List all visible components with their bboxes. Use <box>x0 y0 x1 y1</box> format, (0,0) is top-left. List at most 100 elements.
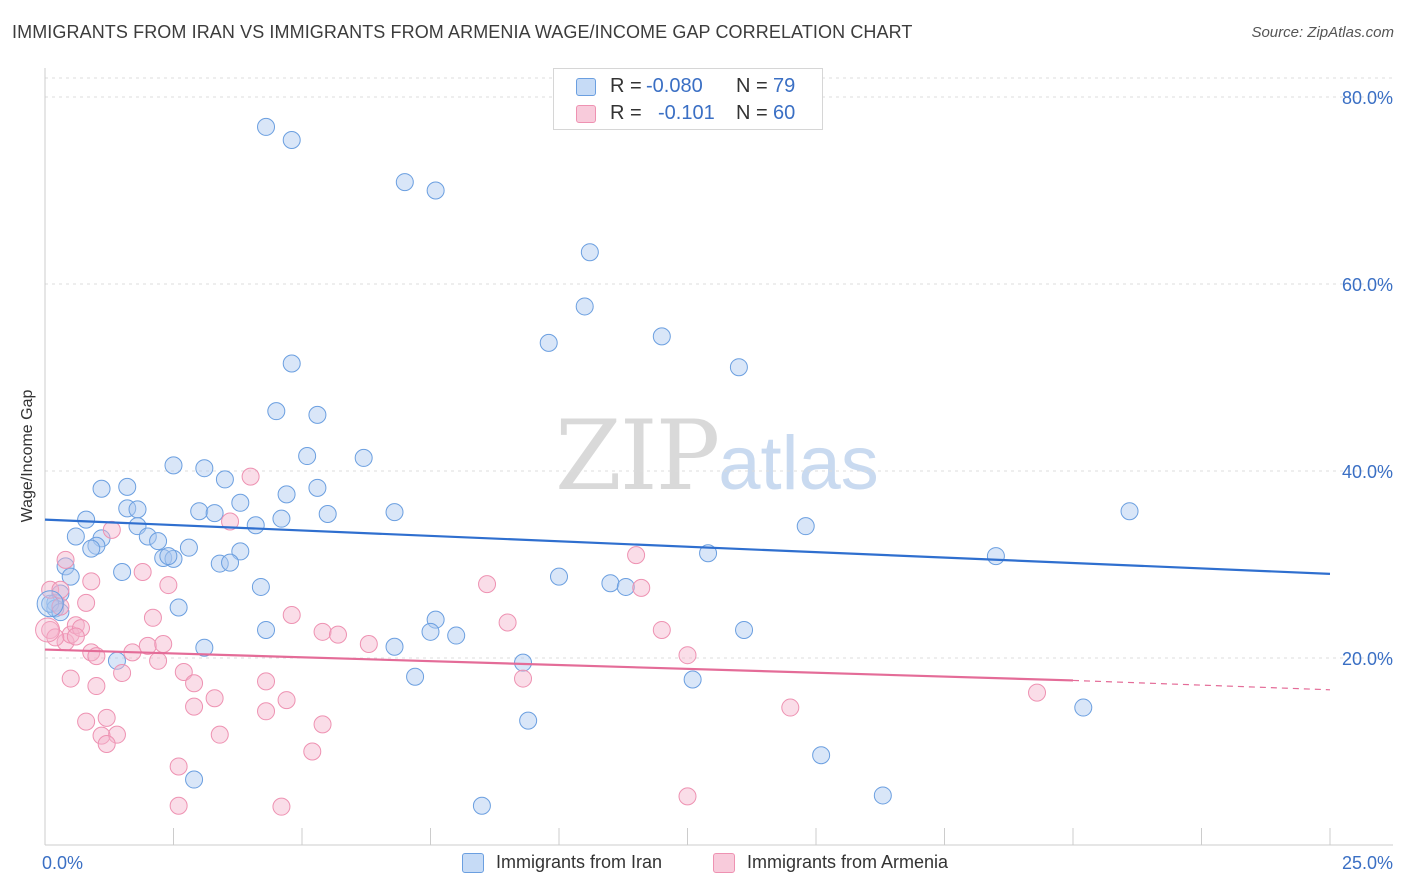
data-point-armenia <box>169 796 188 815</box>
data-point-armenia <box>66 627 85 646</box>
data-point-iran <box>385 503 404 522</box>
data-point-iran <box>699 544 718 563</box>
data-point-iran <box>221 553 240 572</box>
n-value: 79 <box>773 75 796 97</box>
data-point-iran <box>519 711 538 730</box>
data-point-iran <box>282 354 301 373</box>
data-point-armenia <box>149 651 168 670</box>
data-point-iran <box>1074 698 1093 717</box>
data-point-armenia <box>359 634 378 653</box>
y-tick-label: 80.0% <box>1342 88 1393 108</box>
data-point-armenia <box>272 797 291 816</box>
data-point-iran <box>195 459 214 478</box>
data-point-iran <box>735 620 754 639</box>
data-point-iran <box>128 500 147 519</box>
data-point-iran <box>539 333 558 352</box>
data-point-iran <box>1120 502 1139 521</box>
data-point-armenia <box>107 725 126 744</box>
data-point-armenia <box>97 708 116 727</box>
data-point-armenia <box>277 691 296 710</box>
data-point-iran <box>575 297 594 316</box>
data-point-iran <box>231 542 250 561</box>
data-point-armenia <box>678 646 697 665</box>
data-point-iran <box>205 504 224 523</box>
data-point-armenia <box>282 605 301 624</box>
data-point-iran <box>82 539 101 558</box>
n-label: N = <box>736 75 768 97</box>
data-point-iran <box>56 557 75 576</box>
data-point-iran <box>652 327 671 346</box>
data-point-iran <box>447 626 466 645</box>
data-point-armenia <box>678 787 697 806</box>
data-point-iran <box>550 567 568 586</box>
data-point-iran <box>251 577 270 596</box>
data-point-armenia <box>652 620 671 639</box>
data-point-armenia <box>138 636 157 655</box>
data-point-iran <box>580 243 599 262</box>
series-legend: Immigrants from Iran Immigrants from Arm… <box>0 851 1406 877</box>
data-point-iran <box>185 770 204 789</box>
data-point-iran <box>92 479 111 498</box>
data-point-iran <box>729 358 748 377</box>
n-value: 60 <box>773 102 796 124</box>
data-point-iran <box>257 620 276 639</box>
data-point-armenia <box>185 697 204 716</box>
data-point-iran <box>118 477 137 496</box>
data-point-iran <box>308 405 327 424</box>
data-point-armenia <box>478 575 497 594</box>
data-point-iran <box>426 610 445 629</box>
data-point-armenia <box>1028 683 1047 702</box>
y-tick-label: 20.0% <box>1342 649 1393 669</box>
data-point-armenia <box>210 725 229 744</box>
data-point-armenia <box>303 742 322 761</box>
data-point-iran <box>796 517 815 536</box>
data-point-iran <box>267 402 286 421</box>
data-point-iran <box>61 567 80 586</box>
data-point-armenia <box>41 580 60 599</box>
data-point-iran <box>231 493 250 512</box>
data-point-iran <box>87 536 106 555</box>
data-point-armenia <box>51 597 70 616</box>
data-point-iran <box>277 485 296 504</box>
data-point-armenia <box>498 613 517 632</box>
data-point-armenia <box>61 669 80 688</box>
data-point-armenia <box>92 726 111 745</box>
data-point-iran <box>190 502 209 521</box>
data-point-iran <box>472 796 491 815</box>
data-point-iran <box>169 598 188 617</box>
data-point-armenia <box>143 608 162 627</box>
source-label: Source: ZipAtlas.com <box>1251 24 1394 41</box>
data-point-iran <box>164 456 183 475</box>
data-point-iran <box>159 547 178 566</box>
data-point-iran <box>195 638 214 657</box>
data-point-armenia <box>154 634 173 653</box>
data-point-iran <box>395 173 414 192</box>
data-point-armenia <box>87 677 106 696</box>
data-point-iran <box>257 117 276 136</box>
data-point-iran <box>601 574 620 593</box>
r-value: -0.101 <box>658 102 715 124</box>
data-point-iran <box>308 478 327 497</box>
data-point-armenia <box>313 715 332 734</box>
chart-title: IMMIGRANTS FROM IRAN VS IMMIGRANTS FROM … <box>12 22 913 42</box>
data-point-armenia <box>241 467 260 486</box>
data-point-armenia <box>159 576 178 595</box>
data-point-iran <box>272 509 291 528</box>
data-point-iran <box>36 590 64 618</box>
data-point-armenia <box>82 572 101 591</box>
data-point-iran <box>298 447 317 466</box>
data-point-armenia <box>185 674 204 693</box>
data-point-iran <box>118 499 137 518</box>
data-point-iran <box>354 448 373 467</box>
data-point-armenia <box>97 735 116 754</box>
data-point-armenia <box>781 698 800 717</box>
data-point-iran <box>986 547 1005 566</box>
legend-label-iran: Immigrants from Iran <box>496 852 663 872</box>
stats-legend: R = -0.080 N = 79 R = -0.101 N = 60 <box>553 68 823 130</box>
data-point-armenia <box>102 520 121 539</box>
data-point-armenia <box>113 663 132 682</box>
data-point-iran <box>113 562 132 581</box>
watermark-zip: ZIP <box>555 400 720 512</box>
trendline-iran <box>44 518 1331 575</box>
